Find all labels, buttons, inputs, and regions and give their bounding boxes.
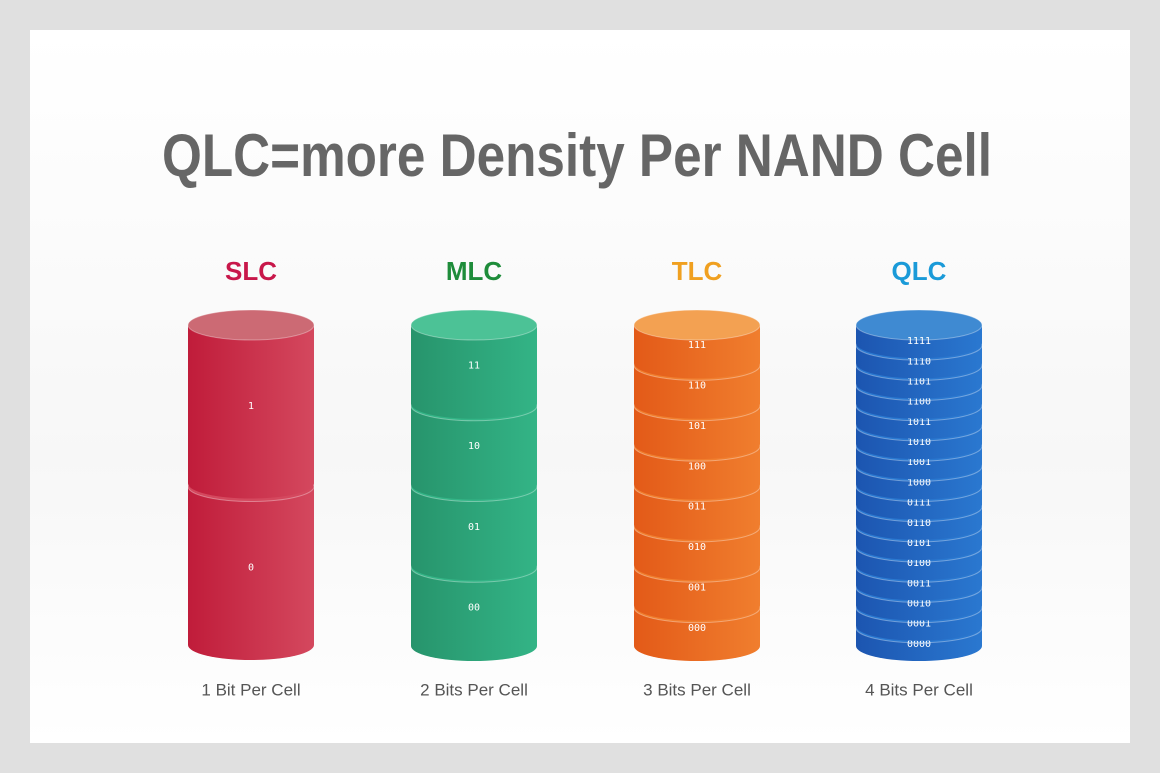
level-label: 1 [248,401,254,412]
disc-body [411,325,537,419]
cylinder: 00 01 10 11 [410,309,538,661]
disc-body [634,446,760,500]
disc-body [188,325,314,499]
level-label: 1100 [907,397,931,408]
cylinder: 0000 0001 0010 0011 0100 0101 0110 0111 1000 1001… [855,309,983,661]
level-label: 01 [468,522,480,533]
cell-level: 1111 [855,309,983,359]
disc-body [411,405,537,500]
cell-level: 111 [633,309,761,379]
level-label: 100 [688,461,706,472]
column-label: MLC [446,256,503,286]
level-label: 010 [688,542,706,553]
column-caption: 4 Bits Per Cell [865,680,973,699]
level-label: 0000 [907,639,931,650]
column-label: QLC [892,256,947,286]
column-caption: 3 Bits Per Cell [643,680,751,699]
disc-top [633,309,761,341]
cell-level: 0 [187,471,315,660]
level-label: 0011 [907,578,931,589]
disc-top [855,309,983,341]
disc-top [410,309,538,341]
level-label: 1000 [907,477,931,488]
level-label: 0010 [907,599,931,610]
level-label: 1011 [907,417,931,428]
disc-body [634,486,760,540]
level-label: 0110 [907,518,931,529]
level-label: 0111 [907,498,931,509]
cell-level: 11 [410,309,538,419]
cell-level: 1 [187,309,315,499]
cylinder: 000 001 010 011 100 101 110 111 [633,309,761,661]
column-label: SLC [225,256,277,286]
disc-body [634,325,760,379]
level-label: 11 [468,360,480,371]
disc-body [411,486,537,581]
level-label: 0 [248,562,254,573]
level-label: 00 [468,603,480,614]
column-caption: 1 Bit Per Cell [201,680,300,699]
level-label: 10 [468,441,480,452]
disc-body [634,365,760,419]
level-label: 0101 [907,538,931,549]
level-label: 111 [688,340,706,351]
level-label: 110 [688,381,706,392]
title: QLC=more Density Per NAND Cell [162,122,992,189]
disc-body [634,607,760,661]
disc-body [634,526,760,581]
disc-body [188,486,314,660]
level-label: 0001 [907,619,931,630]
level-label: 011 [688,502,706,513]
column-label: TLC [672,256,723,286]
level-label: 1111 [907,336,931,347]
level-label: 1110 [907,356,931,367]
level-label: 1001 [907,457,931,468]
level-label: 101 [688,421,706,432]
level-label: 001 [688,582,706,593]
level-label: 0100 [907,558,931,569]
level-label: 1010 [907,437,931,448]
level-label: 1101 [907,376,931,387]
disc-body [634,567,760,621]
disc-top [187,309,315,341]
disc-body [411,567,537,661]
disc-body [634,405,760,460]
column-caption: 2 Bits Per Cell [420,680,528,699]
cylinder: 01 [187,309,315,660]
level-label: 000 [688,623,706,634]
